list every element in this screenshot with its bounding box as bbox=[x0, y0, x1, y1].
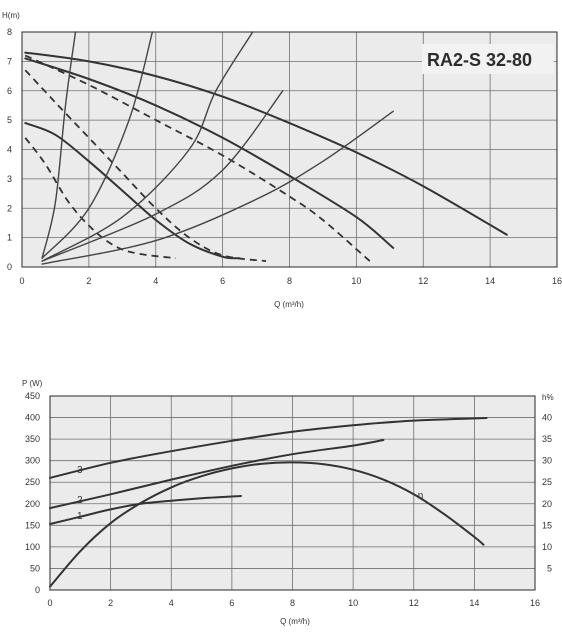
efficiency-y-tick-label: 30 bbox=[542, 456, 552, 466]
efficiency-y-ticks: 5 10 15 20 25 30 35 40 bbox=[542, 413, 552, 574]
power-y-tick-label: 300 bbox=[25, 456, 40, 466]
head-y-tick-label: 0 bbox=[7, 262, 12, 272]
power-y-tick-label: 50 bbox=[30, 563, 40, 573]
power-curve-labels: 1 2 3 η bbox=[77, 465, 423, 522]
head-x-tick-label: 10 bbox=[351, 276, 361, 286]
power-x-tick-label: 8 bbox=[290, 598, 295, 608]
head-y-tick-label: 4 bbox=[7, 145, 12, 155]
head-y-tick-label: 5 bbox=[7, 115, 12, 125]
head-x-tick-label: 0 bbox=[19, 276, 24, 286]
power-y-tick-label: 0 bbox=[35, 585, 40, 595]
head-y-tick-label: 6 bbox=[7, 86, 12, 96]
power-y-tick-label: 350 bbox=[25, 434, 40, 444]
power-x-tick-label: 2 bbox=[108, 598, 113, 608]
efficiency-y-axis-title: h% bbox=[542, 393, 554, 402]
power-x-ticks: 0 2 4 6 8 10 12 14 16 bbox=[47, 598, 540, 608]
power-x-tick-label: 0 bbox=[47, 598, 52, 608]
efficiency-y-tick-label: 15 bbox=[542, 520, 552, 530]
power-x-tick-label: 4 bbox=[169, 598, 174, 608]
power-y-tick-label: 100 bbox=[25, 542, 40, 552]
power-curve-label: 2 bbox=[77, 495, 83, 506]
power-x-tick-label: 6 bbox=[229, 598, 234, 608]
head-x-ticks: 0 2 4 6 8 10 12 14 16 bbox=[19, 276, 562, 286]
head-curve-dashed bbox=[24, 69, 267, 262]
power-x-tick-label: 12 bbox=[409, 598, 419, 608]
head-y-axis-title: H(m) bbox=[2, 11, 20, 20]
power-y-tick-label: 400 bbox=[25, 413, 40, 423]
power-y-tick-label: 450 bbox=[25, 391, 40, 401]
model-title: RA2-S 32-80 bbox=[427, 50, 532, 70]
head-y-tick-label: 1 bbox=[7, 233, 12, 243]
head-x-tick-label: 16 bbox=[552, 276, 562, 286]
head-curve bbox=[24, 51, 508, 236]
head-y-tick-label: 8 bbox=[7, 27, 12, 37]
power-y-ticks: 0 50 100 150 200 250 300 350 400 450 bbox=[25, 391, 40, 595]
head-y-tick-label: 7 bbox=[7, 56, 12, 66]
system-curve bbox=[41, 31, 77, 259]
head-curve-dashed bbox=[24, 137, 176, 260]
model-label-box bbox=[422, 44, 554, 74]
head-x-tick-label: 4 bbox=[153, 276, 158, 286]
efficiency-y-tick-label: 20 bbox=[542, 499, 552, 509]
head-x-tick-label: 8 bbox=[287, 276, 292, 286]
system-curve bbox=[41, 31, 254, 262]
head-curve bbox=[24, 57, 395, 249]
power-y-tick-label: 250 bbox=[25, 477, 40, 487]
head-x-tick-label: 12 bbox=[418, 276, 428, 286]
efficiency-y-tick-label: 5 bbox=[547, 563, 552, 573]
power-curve-3 bbox=[49, 417, 488, 479]
head-x-tick-label: 2 bbox=[86, 276, 91, 286]
head-y-ticks: 0 1 2 3 4 5 6 7 8 bbox=[7, 27, 12, 272]
head-y-tick-label: 3 bbox=[7, 174, 12, 184]
power-y-tick-label: 150 bbox=[25, 520, 40, 530]
efficiency-y-tick-label: 35 bbox=[542, 434, 552, 444]
efficiency-y-tick-label: 25 bbox=[542, 477, 552, 487]
power-x-tick-label: 10 bbox=[348, 598, 358, 608]
head-curve bbox=[24, 122, 241, 260]
head-curves bbox=[24, 31, 508, 265]
power-curve-label: 3 bbox=[77, 465, 83, 476]
power-x-axis-title: Q (m³/h) bbox=[280, 617, 310, 626]
efficiency-curve bbox=[49, 461, 485, 588]
power-curve-label: 1 bbox=[77, 511, 83, 522]
power-curve-2 bbox=[49, 439, 385, 510]
power-x-tick-label: 16 bbox=[530, 598, 540, 608]
power-curves bbox=[49, 417, 488, 588]
efficiency-y-tick-label: 40 bbox=[542, 413, 552, 423]
head-x-tick-label: 6 bbox=[220, 276, 225, 286]
power-efficiency-chart: 0 2 4 6 8 10 12 14 16 05010015020025030035040045… bbox=[22, 379, 554, 626]
system-curve bbox=[41, 31, 154, 259]
head-curve-dashed bbox=[24, 54, 371, 262]
power-plot-frame bbox=[49, 395, 536, 591]
efficiency-y-tick-label: 10 bbox=[542, 542, 552, 552]
head-y-tick-label: 2 bbox=[7, 203, 12, 213]
system-curve bbox=[41, 90, 284, 262]
power-y-axis-title: P (W) bbox=[22, 379, 43, 388]
head-x-tick-label: 14 bbox=[485, 276, 495, 286]
power-x-tick-label: 14 bbox=[469, 598, 479, 608]
head-x-axis-title: Q (m³/h) bbox=[274, 300, 304, 309]
power-y-tick-label: 200 bbox=[25, 499, 40, 509]
system-curve bbox=[41, 110, 394, 265]
efficiency-curve-label: η bbox=[418, 490, 424, 501]
head-plot-frame bbox=[21, 31, 558, 268]
